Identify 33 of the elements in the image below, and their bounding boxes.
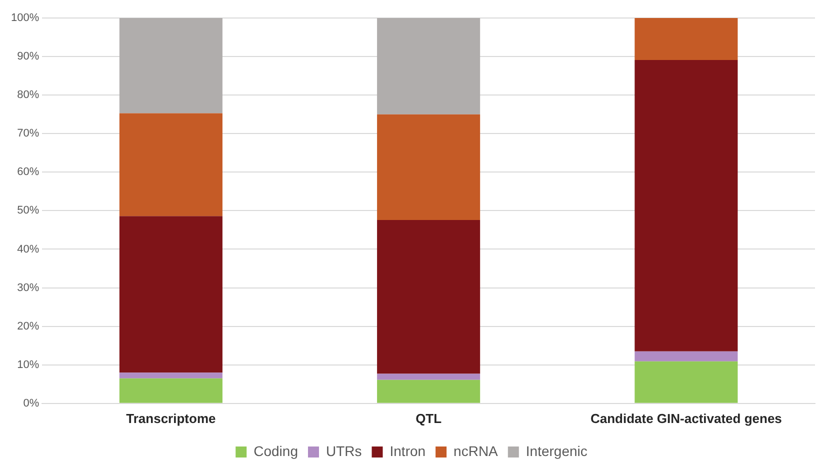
bar [119,18,222,114]
bar [377,220,480,374]
x-tick-label: QTL [416,410,442,426]
bar [119,372,222,378]
legend-label: Intron [390,442,426,459]
bar [634,60,738,352]
bar [377,374,480,380]
bar [119,113,222,216]
bar [119,378,222,403]
bar [634,18,738,60]
y-tick-label: 70% [17,128,40,140]
legend-label: Intergenic [526,442,588,459]
legend-label: UTRs [326,442,362,459]
x-tick-label: Candidate GIN-activated genes [590,410,782,426]
legend-label: ncRNA [454,442,499,459]
bar [634,351,738,362]
y-tick-label: 20% [17,320,40,332]
y-tick-label: 80% [17,89,40,102]
bar [634,361,738,403]
bar [377,18,480,114]
y-tick-label: 0% [23,397,40,410]
y-tick-label: 10% [17,358,40,371]
y-tick-label: 90% [17,50,40,63]
legend-label: Coding [254,442,298,459]
bar [377,114,480,220]
y-tick-label: 50% [17,204,40,217]
bar [377,380,480,403]
y-tick-label: 30% [17,282,40,294]
x-tick-label: Transcriptome [126,410,216,426]
y-tick-label: 60% [17,166,40,178]
y-tick-label: 100% [10,12,40,24]
bar [119,216,222,373]
y-tick-label: 40% [17,243,40,256]
